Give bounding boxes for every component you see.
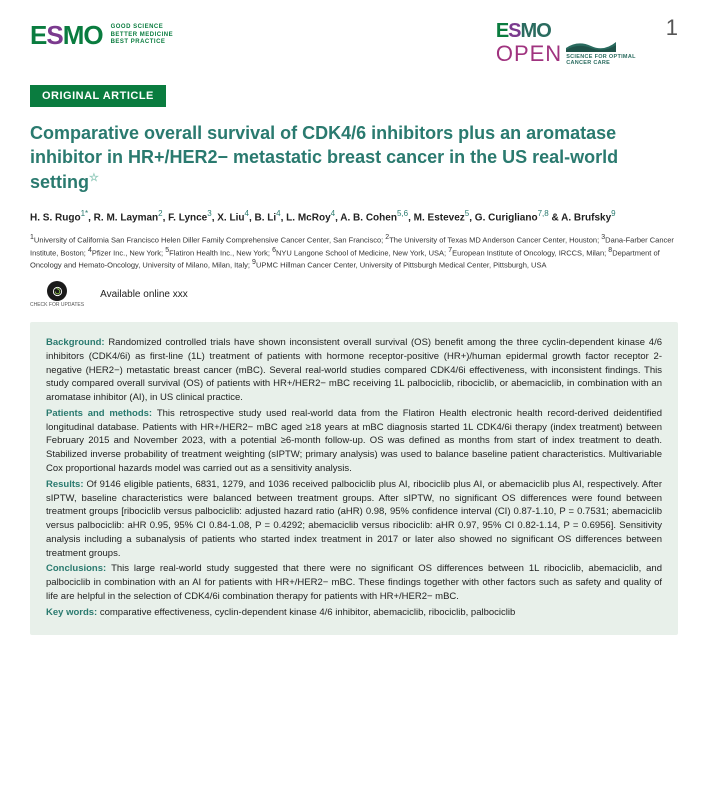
abstract-section-label: Results: [46, 479, 87, 490]
available-online-text: Available online xxx [100, 289, 188, 300]
logo-letter: M [521, 20, 537, 43]
page-number: 1 [666, 15, 678, 41]
abstract-section: Patients and methods: This retrospective… [46, 407, 662, 476]
open-left-col: E S M O OPEN [496, 20, 562, 67]
header: E S M O GOOD SCIENCE BETTER MEDICINE BES… [30, 20, 678, 67]
tagline-line: SCIENCE FOR OPTIMAL [566, 54, 636, 61]
online-row: CHECK FOR UPDATES Available online xxx [30, 281, 678, 308]
tagline-line: BEST PRACTICE [111, 39, 174, 47]
esmo-open-block: E S M O OPEN SCIENCE FOR OPT [496, 20, 636, 67]
logo-letter: M [63, 20, 84, 51]
abstract-section-text: This large real-world study suggested th… [46, 563, 662, 602]
abstract-section: Background: Randomized controlled trials… [46, 336, 662, 405]
author-list: H. S. Rugo1*, R. M. Layman2, F. Lynce3, … [30, 208, 678, 225]
logo-letter: S [46, 20, 62, 51]
open-combo: E S M O OPEN SCIENCE FOR OPT [496, 20, 636, 67]
title-star-icon: ☆ [89, 172, 99, 184]
tagline-line: BETTER MEDICINE [111, 32, 174, 40]
esmo-open-wordmark: E S M O [496, 20, 562, 43]
esmo-open-logo-right: E S M O OPEN SCIENCE FOR OPT [496, 20, 678, 67]
page-container: E S M O GOOD SCIENCE BETTER MEDICINE BES… [0, 0, 708, 655]
abstract-section-label: Background: [46, 337, 108, 348]
abstract-section-text: Randomized controlled trials have shown … [46, 337, 662, 403]
logo-letter: S [508, 20, 520, 43]
open-right-block: SCIENCE FOR OPTIMAL CANCER CARE [566, 38, 636, 67]
check-updates-label: CHECK FOR UPDATES [30, 303, 84, 308]
logo-letter: E [496, 20, 508, 43]
check-updates-icon[interactable] [47, 281, 67, 301]
abstract-box: Background: Randomized controlled trials… [30, 322, 678, 635]
abstract-section-label: Patients and methods: [46, 408, 157, 419]
abstract-section-label: Key words: [46, 607, 100, 618]
abstract-section: Results: Of 9146 eligible patients, 6831… [46, 478, 662, 561]
abstract-section-text: Of 9146 eligible patients, 6831, 1279, a… [46, 479, 662, 559]
logo-letter: O [536, 20, 551, 43]
check-updates-wrap: CHECK FOR UPDATES [30, 281, 84, 308]
abstract-section-text: comparative effectiveness, cyclin-depend… [100, 607, 515, 618]
abstract-section-label: Conclusions: [46, 563, 111, 574]
tagline-line: GOOD SCIENCE [111, 24, 174, 32]
title-text: Comparative overall survival of CDK4/6 i… [30, 123, 618, 192]
affiliations: 1University of California San Francisco … [30, 233, 678, 271]
logo-letter: O [83, 20, 102, 51]
article-title: Comparative overall survival of CDK4/6 i… [30, 121, 678, 194]
abstract-section: Key words: comparative effectiveness, cy… [46, 606, 662, 620]
esmo-wordmark: E S M O [30, 20, 103, 51]
tagline-line: CANCER CARE [566, 60, 636, 67]
abstract-section: Conclusions: This large real-world study… [46, 562, 662, 603]
open-word: OPEN [496, 41, 562, 67]
tagline-right: SCIENCE FOR OPTIMAL CANCER CARE [566, 54, 636, 67]
logo-letter: E [30, 20, 46, 51]
esmo-logo-left: E S M O GOOD SCIENCE BETTER MEDICINE BES… [30, 20, 173, 51]
article-type-badge: ORIGINAL ARTICLE [30, 85, 166, 107]
tagline-left: GOOD SCIENCE BETTER MEDICINE BEST PRACTI… [111, 24, 174, 47]
wave-icon [566, 38, 616, 52]
